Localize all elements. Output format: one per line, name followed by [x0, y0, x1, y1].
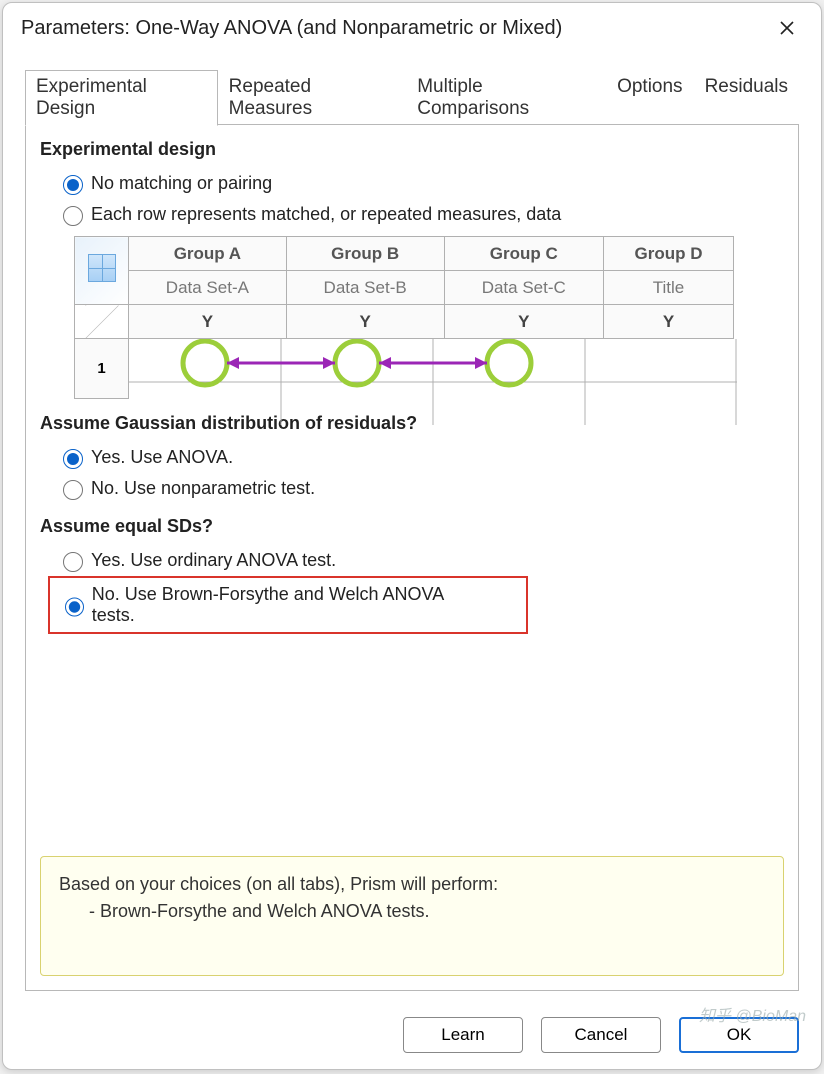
- tab-label: Multiple Comparisons: [417, 76, 529, 119]
- anova-parameters-dialog: Parameters: One-Way ANOVA (and Nonparame…: [2, 2, 822, 1070]
- dialog-title: Parameters: One-Way ANOVA (and Nonparame…: [21, 17, 562, 40]
- y-cell: Y: [444, 305, 603, 339]
- radio-equalsd-yes[interactable]: Yes. Use ordinary ANOVA test.: [58, 549, 784, 572]
- radio-input[interactable]: [65, 597, 84, 617]
- close-icon: [779, 20, 795, 36]
- col-header: Group A: [129, 237, 287, 271]
- learn-button[interactable]: Learn: [403, 1017, 523, 1053]
- col-subheader: Data Set-A: [129, 271, 287, 305]
- radio-label: Yes. Use ordinary ANOVA test.: [91, 550, 336, 571]
- radio-label: Each row represents matched, or repeated…: [91, 204, 561, 225]
- tab-label: Residuals: [705, 76, 788, 97]
- tab-options[interactable]: Options: [606, 70, 693, 126]
- radio-label: No. Use Brown-Forsythe and Welch ANOVA t…: [92, 584, 466, 626]
- radio-label: No matching or pairing: [91, 173, 272, 194]
- illustration-arrows: [129, 339, 734, 399]
- heading-experimental-design: Experimental design: [40, 139, 784, 160]
- info-line-1: Based on your choices (on all tabs), Pri…: [59, 871, 765, 898]
- radio-input[interactable]: [63, 175, 83, 195]
- col-subheader: Data Set-C: [444, 271, 603, 305]
- radio-label: No. Use nonparametric test.: [91, 478, 315, 499]
- radio-label: Yes. Use ANOVA.: [91, 447, 233, 468]
- row-number: 1: [75, 339, 129, 399]
- radio-input[interactable]: [63, 552, 83, 572]
- tab-residuals[interactable]: Residuals: [694, 70, 799, 126]
- radio-equalsd-no[interactable]: No. Use Brown-Forsythe and Welch ANOVA t…: [60, 584, 466, 626]
- heading-equal-sd: Assume equal SDs?: [40, 516, 784, 537]
- y-cell: Y: [129, 305, 287, 339]
- y-cell: Y: [603, 305, 733, 339]
- highlighted-option: No. Use Brown-Forsythe and Welch ANOVA t…: [48, 576, 528, 634]
- close-button[interactable]: [771, 12, 803, 44]
- tab-experimental-design[interactable]: Experimental Design: [25, 70, 218, 126]
- radio-gaussian-no[interactable]: No. Use nonparametric test.: [58, 477, 784, 500]
- radio-input[interactable]: [63, 449, 83, 469]
- radio-gaussian-yes[interactable]: Yes. Use ANOVA.: [58, 446, 784, 469]
- radio-matched-rows[interactable]: Each row represents matched, or repeated…: [58, 203, 784, 226]
- tab-multiple-comparisons[interactable]: Multiple Comparisons: [406, 70, 606, 126]
- radio-no-matching[interactable]: No matching or pairing: [58, 172, 784, 195]
- col-header: Group D: [603, 237, 733, 271]
- summary-info-box: Based on your choices (on all tabs), Pri…: [40, 856, 784, 976]
- col-subheader: Data Set-B: [286, 271, 444, 305]
- table-corner-icon: [75, 237, 129, 305]
- cancel-button[interactable]: Cancel: [541, 1017, 661, 1053]
- circles-arrows-svg: [129, 339, 737, 425]
- content-area: Experimental Design Repeated Measures Mu…: [3, 49, 821, 1001]
- col-header: Group C: [444, 237, 603, 271]
- tab-label: Repeated Measures: [229, 76, 312, 119]
- tab-label: Options: [617, 76, 682, 97]
- col-header: Group B: [286, 237, 444, 271]
- row-corner: [75, 305, 129, 339]
- radio-input[interactable]: [63, 480, 83, 500]
- col-subheader: Title: [603, 271, 733, 305]
- tab-panel-experimental-design: Experimental design No matching or pairi…: [25, 124, 799, 991]
- radio-input[interactable]: [63, 206, 83, 226]
- design-illustration-table: Group A Group B Group C Group D Data Set…: [74, 236, 734, 399]
- table-icon: [88, 254, 116, 282]
- info-line-2: - Brown-Forsythe and Welch ANOVA tests.: [89, 898, 765, 925]
- tab-label: Experimental Design: [36, 76, 147, 119]
- tab-bar: Experimental Design Repeated Measures Mu…: [25, 69, 799, 125]
- tab-repeated-measures[interactable]: Repeated Measures: [218, 70, 407, 126]
- y-cell: Y: [286, 305, 444, 339]
- watermark-text: 知乎 @BioMan: [699, 1002, 806, 1026]
- titlebar: Parameters: One-Way ANOVA (and Nonparame…: [3, 3, 821, 49]
